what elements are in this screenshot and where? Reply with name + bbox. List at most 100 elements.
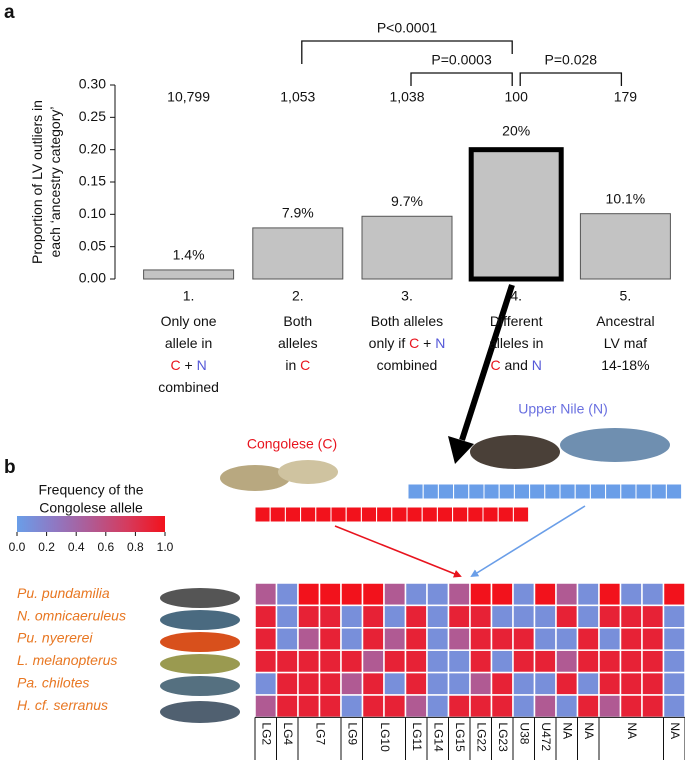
heatmap-cell	[641, 694, 665, 719]
heatmap-cell	[426, 694, 450, 719]
colorbar	[17, 516, 165, 532]
allele-strip-cell	[436, 506, 454, 523]
heatmap-cell	[641, 649, 665, 674]
heatmap-cell	[555, 694, 579, 719]
heatmap-cell	[576, 694, 600, 719]
heatmap-cell	[619, 582, 643, 607]
heatmap-cell	[404, 627, 428, 651]
description-part: +	[181, 357, 197, 373]
heatmap-cell	[275, 671, 299, 696]
heatmap-cell	[254, 694, 278, 719]
heatmap-cell	[297, 649, 321, 674]
column-label: LG23	[496, 722, 510, 752]
category-description: only if C + N	[369, 335, 446, 351]
heatmap-cell	[318, 604, 342, 629]
category-label: 4.	[510, 288, 522, 304]
heatmap-cell	[469, 694, 493, 719]
category-label: 1.	[183, 288, 195, 304]
category-label: 2.	[292, 288, 304, 304]
description-part: and	[501, 357, 532, 373]
significance-label: P=0.028	[545, 52, 598, 68]
allele-strip-cell	[453, 483, 470, 500]
row-label: N. omnicaeruleus	[17, 607, 126, 623]
value-label: 9.7%	[391, 193, 423, 209]
allele-strip-cell	[421, 506, 438, 523]
column-label: LG4	[281, 722, 295, 745]
heatmap-cell	[512, 671, 536, 696]
description-part: LV maf	[604, 335, 647, 351]
heatmap-cell	[404, 649, 428, 674]
value-label: 10.1%	[606, 190, 646, 206]
heatmap-cell	[426, 627, 450, 651]
allele-strip-cell	[376, 506, 393, 523]
fish	[160, 632, 240, 652]
fish	[160, 588, 240, 608]
category-label: 5.	[620, 288, 632, 304]
allele-strip-cell	[407, 483, 424, 500]
column-label: U38	[518, 722, 532, 744]
source-label: Congolese (C)	[247, 436, 337, 452]
column-label: U472	[539, 722, 553, 751]
fish	[470, 435, 560, 469]
heatmap-cell	[340, 627, 364, 651]
colorbar-tick-label: 0.4	[68, 540, 85, 554]
heatmap-cell	[662, 604, 685, 629]
value-label: 1.4%	[173, 247, 205, 263]
heatmap-cell	[254, 582, 278, 607]
description-part: in	[285, 357, 300, 373]
heatmap-cell	[361, 582, 385, 607]
heatmap-cell	[490, 649, 514, 674]
heatmap-cell	[490, 694, 514, 719]
heatmap-cell	[619, 649, 643, 674]
allele-strip-cell	[589, 483, 607, 500]
heatmap-cell	[361, 604, 385, 629]
column-label: LG7	[313, 722, 327, 745]
y-axis-label-line: Proportion of LV outliers in	[29, 100, 45, 264]
heatmap-cell	[512, 627, 536, 651]
bar	[361, 215, 453, 280]
heatmap-cell	[426, 582, 450, 607]
column-label: LG2	[260, 722, 274, 745]
heatmap-cell	[533, 627, 557, 651]
allele-strip-cell	[300, 506, 317, 523]
column-label: LG15	[453, 722, 467, 752]
heatmap-cell	[619, 671, 643, 696]
heatmap-cell	[447, 671, 471, 696]
heatmap-cell	[598, 649, 622, 674]
heatmap-cell	[533, 604, 557, 629]
allele-strip-cell	[330, 506, 347, 523]
heatmap-cell	[318, 694, 342, 719]
heatmap-cell	[619, 627, 643, 651]
count-label: 10,799	[167, 89, 210, 105]
heatmap-cell	[340, 671, 364, 696]
heatmap-cell	[426, 671, 450, 696]
allele-strip-cell	[345, 506, 362, 523]
heatmap-cell	[361, 694, 385, 719]
heatmap-cell	[469, 582, 493, 607]
description-part: Different	[490, 313, 543, 329]
category-description: alleles in	[489, 335, 543, 351]
heatmap-cell	[533, 582, 557, 607]
colorbar-tick-label: 1.0	[157, 540, 174, 554]
description-part: N	[197, 357, 207, 373]
y-axis-label-line: each ‘ancestry category’	[47, 107, 63, 258]
value-label: 20%	[502, 122, 530, 138]
allele-strip-cell	[635, 483, 652, 500]
description-part: Only one	[161, 313, 217, 329]
row-label: H. cf. serranus	[17, 697, 108, 713]
fish	[160, 676, 240, 696]
category-description: combined	[158, 379, 219, 395]
category-description: 14-18%	[601, 357, 649, 373]
heatmap-cell	[555, 649, 579, 674]
allele-strip-cell	[650, 483, 667, 500]
heatmap-cell	[512, 694, 536, 719]
allele-strip-cell	[467, 506, 484, 523]
allele-strip-cell	[315, 506, 332, 523]
allele-strip-cell	[468, 483, 485, 500]
heatmap-cell	[662, 694, 685, 719]
heatmap-cell	[662, 627, 685, 651]
heatmap-cell	[404, 604, 428, 629]
heatmap-cell	[641, 582, 665, 607]
fish	[560, 428, 670, 462]
allele-strip-cell	[513, 483, 531, 500]
